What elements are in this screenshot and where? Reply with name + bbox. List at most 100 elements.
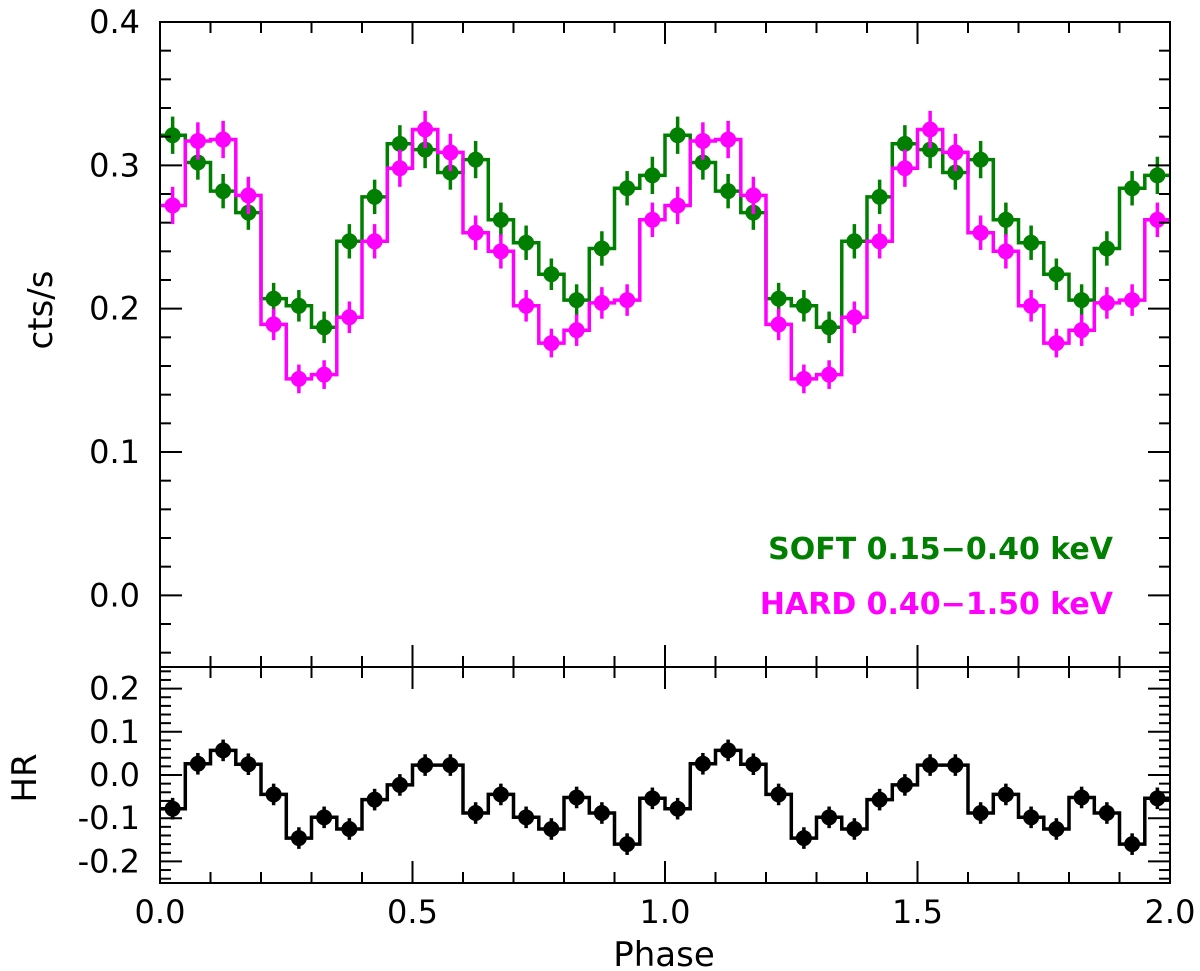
count-rate-series-1-data-point [795,297,812,314]
hardness-ratio-series-1-data-point [669,800,686,817]
hardness-ratio-series-1-data-point [1098,805,1115,822]
hardness-ratio-series-1-data-point [745,756,762,773]
hardness-ratio-series-1-data-point [795,830,812,847]
hardness-ratio-series-1-data-point [770,786,787,803]
count-rate-series-1-data-point [290,297,307,314]
hardness-ratio-series-1-data-point [619,836,636,853]
count-rate-series-1-data-point [644,167,661,184]
count-rate-series-2-data-point [846,309,863,326]
count-rate-y-tick-label: 0.1 [89,433,140,471]
count-rate-series-2-data-point [492,243,509,260]
count-rate-series-2-data-point [745,187,762,204]
hardness-ratio-series-1-data-point [316,809,333,826]
count-rate-series-1-data-point [215,183,232,200]
count-rate-series-2-data-point [1048,335,1065,352]
hardness-ratio-series-1-data-point [694,755,711,772]
count-rate-series-2-data-point [1023,297,1040,314]
hardness-ratio-series-1-data-point [189,755,206,772]
hardness-ratio-y-tick-label: 0.2 [89,670,140,708]
count-rate-series-1-data-point [518,234,535,251]
count-rate-y-tick-label: 0.3 [89,146,140,184]
count-rate-series-1-data-point [164,127,181,144]
hardness-ratio-y-axis-label: HR [5,753,45,802]
count-rate-series-1-data-point [1023,234,1040,251]
count-rate-series-1-data-point [972,151,989,168]
hardness-ratio-x-tick-label: 0.0 [135,893,186,931]
count-rate-y-axis-label: cts/s [21,271,61,350]
hardness-ratio-series-1-data-point [568,789,585,806]
count-rate-series-1-data-point [316,319,333,336]
count-rate-series-2-data-point [770,316,787,333]
count-rate-series-1-data-point [1098,240,1115,257]
count-rate-series-2-data-point [417,121,434,138]
count-rate-series-1-data-point [568,292,585,309]
hardness-ratio-series-1-data-point [947,757,964,774]
hardness-ratio-x-tick-label: 0.5 [387,893,438,931]
count-rate-series-1-step-line [160,133,1170,330]
count-rate-frame [159,21,1171,668]
hardness-ratio-y-tick-label: 0.0 [89,756,140,794]
count-rate-series-1-data-point [922,141,939,158]
count-rate-series-2-data-point [316,366,333,383]
count-rate-series-2-data-point [1124,292,1141,309]
count-rate-series-1-data-point [694,154,711,171]
hardness-ratio-series-1-data-point [972,805,989,822]
count-rate-series-2-data-point [997,243,1014,260]
count-rate-series-2-data-point [871,233,888,250]
count-rate-series-2-data-point [1073,322,1090,339]
hardness-ratio-frame [159,666,1171,884]
count-rate-series-1-data-point [720,183,737,200]
count-rate-series-1-data-point [997,211,1014,228]
count-rate-series-2-data-point [947,144,964,161]
hardness-ratio-series-1-data-point [922,757,939,774]
count-rate-series-2-data-point [795,370,812,387]
hardness-ratio-series-1-data-point [417,757,434,774]
hardness-ratio-x-tick-label: 2.0 [1145,893,1196,931]
count-rate-axes: 0.0 0.1 0.2 0.3 0.4 [89,3,1171,668]
count-rate-series-1-data-point [189,154,206,171]
hardness-ratio-series-1-data-point [467,805,484,822]
count-rate-series-2-data-point [215,131,232,148]
count-rate-series-2-data-point [290,370,307,387]
hardness-ratio-series-1-data-point [720,742,737,759]
count-rate-series-2-data-point [189,132,206,149]
count-rate-series-1-data-point [467,151,484,168]
hardness-ratio-series-1-data-point [1149,790,1166,807]
hardness-ratio-series-1-data-point [871,791,888,808]
count-rate-series-1-data-point [492,211,509,228]
count-rate-series-1-data-point [1149,167,1166,184]
count-rate-series-1-data-point [846,233,863,250]
count-rate-series-2-data-point [442,144,459,161]
count-rate-series-1-data-point [770,290,787,307]
hardness-ratio-series-1-data-point [492,786,509,803]
count-rate-series-2-data-point [972,224,989,241]
hardness-ratio-series-1-data-point [240,756,257,773]
count-rate-series-1-data-point [619,180,636,197]
hardness-ratio-series-1-data-point [518,809,535,826]
count-rate-series-1-data-point [1048,266,1065,283]
count-rate-series-2-data-point [720,131,737,148]
count-rate-data-layer [160,110,1170,394]
count-rate-series-2-data-point [821,366,838,383]
hardness-ratio-axes: 0.2 0.1 0.0 -0.1 -0.2 0.0 0.5 1.0 1.5 2.0 [78,666,1196,931]
hardness-ratio-series-1-data-point [821,809,838,826]
hardness-ratio-series-1-data-point [1048,821,1065,837]
count-rate-series-2-data-point [366,233,383,250]
hardness-ratio-series-1-data-point [164,800,181,817]
hardness-ratio-series-1-data-point [215,742,232,759]
hardness-ratio-series-1-step-line [160,748,1170,846]
count-rate-series-1-data-point [341,233,358,250]
count-rate-y-tick-label: 0.0 [89,576,140,614]
count-rate-series-1-data-point [265,290,282,307]
count-rate-series-1-data-point [366,188,383,205]
count-rate-series-1-data-point [391,135,408,152]
count-rate-series-1-data-point [1124,180,1141,197]
hardness-ratio-series-1-data-point [442,757,459,774]
hardness-ratio-series-1-data-point [290,830,307,847]
hardness-ratio-series-1-data-point [341,821,358,837]
hardness-ratio-y-tick-label: -0.1 [78,799,140,837]
count-rate-series-2-data-point [896,160,913,177]
count-rate-series-2-data-point [694,132,711,149]
hardness-ratio-series-1-data-point [1073,789,1090,806]
